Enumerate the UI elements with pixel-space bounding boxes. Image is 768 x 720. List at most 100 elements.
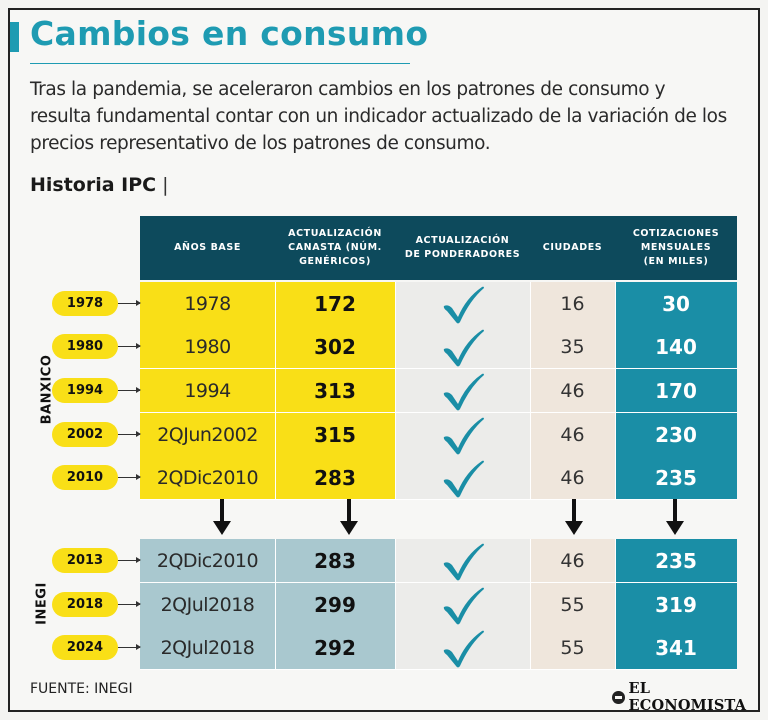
cell-anos-base: 2QJul2018 (140, 583, 275, 627)
checkmark-icon (440, 371, 486, 411)
logo-mark-icon (612, 690, 625, 704)
cell-ciudades: 46 (530, 456, 615, 500)
cell-ciudades: 46 (530, 369, 615, 413)
cell-canasta: 292 (275, 626, 395, 670)
cell-ciudades: 55 (530, 583, 615, 627)
cell-ciudades: 55 (530, 626, 615, 670)
cell-anos-base: 2QDic2010 (140, 539, 275, 583)
year-pill: 2013 (52, 548, 118, 573)
title-accent-bar (10, 22, 19, 52)
cell-cotizaciones: 341 (615, 626, 737, 670)
cell-ponderadores (395, 369, 530, 413)
column-divider (530, 539, 531, 670)
table-row: 2QJun2002 315 46 230 (140, 413, 737, 457)
cell-cotizaciones: 30 (615, 282, 737, 326)
cell-canasta: 299 (275, 583, 395, 627)
arrow-down-icon (666, 499, 684, 535)
header-canasta: ACTUALIZACIÓN CANASTA (NÚM. GENÉRICOS) (288, 228, 382, 267)
cell-cotizaciones: 235 (615, 539, 737, 583)
table-row: 2QDic2010 283 46 235 (140, 539, 737, 583)
year-connector-arrow (118, 343, 141, 349)
year-pill: 2018 (52, 592, 118, 617)
column-divider (275, 282, 276, 500)
header-anos-base: AÑOS BASE (174, 242, 241, 253)
table-row: 2QJul2018 292 55 341 (140, 626, 737, 670)
group-label-banxico: BANXICO (39, 354, 55, 425)
table-header: AÑOS BASE ACTUALIZACIÓN CANASTA (NÚM. GE… (140, 216, 737, 280)
header-ponderadores: ACTUALIZACIÓN DE PONDERADORES (404, 235, 521, 260)
logo-text: EL ECONOMISTA (628, 680, 747, 714)
table-row: 2QDic2010 283 46 235 (140, 456, 737, 500)
cell-ciudades: 16 (530, 282, 615, 326)
cell-cotizaciones: 230 (615, 413, 737, 457)
checkmark-icon (440, 284, 486, 324)
cell-cotizaciones: 170 (615, 369, 737, 413)
cell-ponderadores (395, 282, 530, 326)
cell-canasta: 302 (275, 325, 395, 369)
arrow-down-icon (340, 499, 358, 535)
arrow-down-icon (565, 499, 583, 535)
checkmark-icon (440, 585, 486, 625)
subtitle-separator: | (162, 174, 169, 196)
row-divider (140, 412, 737, 413)
page-title: Cambios en consumo (30, 14, 429, 53)
header-ciudades: CIUDADES (542, 242, 603, 253)
cell-cotizaciones: 235 (615, 456, 737, 500)
year-pill: 2024 (52, 635, 118, 660)
cell-anos-base: 1994 (140, 369, 275, 413)
checkmark-icon (440, 415, 486, 455)
cell-anos-base: 1980 (140, 325, 275, 369)
cell-canasta: 283 (275, 456, 395, 500)
source-note: FUENTE: INEGI (30, 681, 133, 697)
column-divider (530, 282, 531, 500)
year-pill: 1978 (52, 291, 118, 316)
cell-cotizaciones: 319 (615, 583, 737, 627)
row-divider (140, 669, 737, 670)
cell-ponderadores (395, 456, 530, 500)
row-divider (140, 499, 737, 500)
checkmark-icon (440, 327, 486, 367)
year-connector-arrow (118, 387, 141, 393)
cell-ciudades: 46 (530, 413, 615, 457)
cell-ponderadores (395, 413, 530, 457)
cell-canasta: 172 (275, 282, 395, 326)
checkmark-icon (440, 628, 486, 668)
year-connector-arrow (118, 557, 141, 563)
subtitle-text: Historia IPC (30, 174, 157, 196)
cell-ponderadores (395, 626, 530, 670)
cell-ciudades: 46 (530, 539, 615, 583)
year-connector-arrow (118, 431, 141, 437)
arrow-down-icon (213, 499, 231, 535)
cell-ponderadores (395, 583, 530, 627)
table-row: 1978 172 16 30 (140, 282, 737, 326)
year-pill: 1980 (52, 334, 118, 359)
cell-ponderadores (395, 539, 530, 583)
year-connector-arrow (118, 300, 141, 306)
column-divider (395, 282, 396, 500)
intro-text: Tras la pandemia, se aceleraron cambios … (30, 79, 727, 154)
checkmark-icon (440, 458, 486, 498)
column-divider (275, 539, 276, 670)
cell-anos-base: 2QDic2010 (140, 456, 275, 500)
year-connector-arrow (118, 601, 141, 607)
cell-anos-base: 1978 (140, 282, 275, 326)
cell-ponderadores (395, 325, 530, 369)
title-underline (30, 63, 410, 64)
year-pill: 1994 (52, 378, 118, 403)
cell-anos-base: 2QJun2002 (140, 413, 275, 457)
row-divider (140, 368, 737, 369)
cell-canasta: 315 (275, 413, 395, 457)
year-connector-arrow (118, 644, 141, 650)
header-cotizaciones: COTIZACIONES MENSUALES (EN MILES) (632, 228, 720, 267)
column-divider (615, 539, 616, 670)
table-row: 2QJul2018 299 55 319 (140, 583, 737, 627)
column-divider (615, 282, 616, 500)
year-pill: 2010 (52, 465, 118, 490)
publisher-logo: EL ECONOMISTA (612, 680, 768, 714)
row-divider (140, 582, 737, 583)
group-label-inegi: INEGI (34, 582, 50, 625)
year-connector-arrow (118, 474, 141, 480)
column-divider (395, 539, 396, 670)
year-pill: 2002 (52, 422, 118, 447)
section-subtitle: Historia IPC | (30, 174, 169, 196)
